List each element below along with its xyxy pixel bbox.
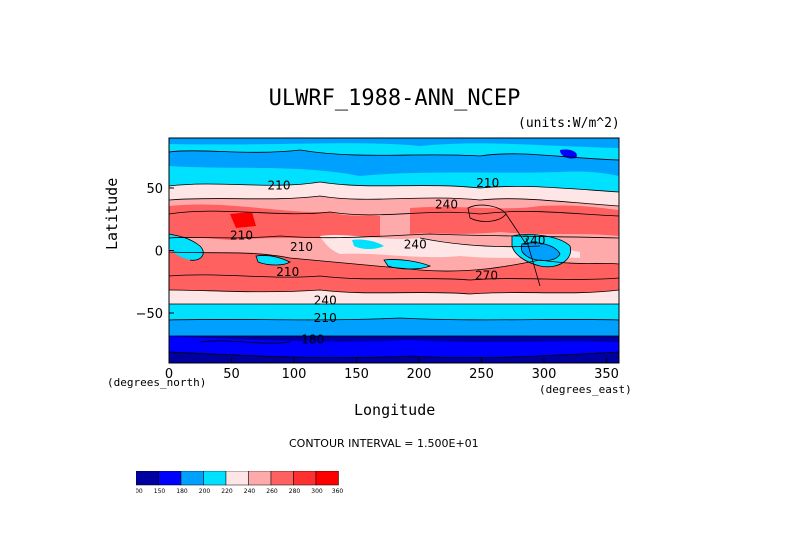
x-tick-label: 0 bbox=[165, 367, 173, 382]
x-tick-label: 50 bbox=[223, 367, 240, 382]
colorbar-level-label: 200 bbox=[199, 488, 211, 495]
colorbar-level-label: 240 bbox=[244, 488, 256, 495]
colorbar-swatch bbox=[248, 471, 272, 486]
chart-title: ULWRF_1988-ANN_NCEP bbox=[268, 86, 521, 111]
y-tick-label: 0 bbox=[155, 245, 163, 260]
x-tick-label: 300 bbox=[532, 367, 557, 382]
x-tick-label: 350 bbox=[594, 367, 619, 382]
x-tick-label: 150 bbox=[344, 367, 369, 382]
y-tick-label: 50 bbox=[146, 182, 163, 197]
colorbar-swatch bbox=[293, 471, 317, 486]
contour-label: 180 bbox=[301, 332, 324, 346]
colorbar-level-label: 150 bbox=[154, 488, 166, 495]
colorbar-level-label: 280 bbox=[289, 488, 301, 495]
units-label: (units:W/m^2) bbox=[518, 116, 620, 131]
contour-label: 240 bbox=[314, 294, 337, 308]
x-tick-label: 100 bbox=[282, 367, 307, 382]
colorbar-swatch bbox=[203, 471, 227, 486]
contour-label: 210 bbox=[230, 229, 253, 243]
colorbar-swatch bbox=[136, 471, 159, 486]
contour-label: 240 bbox=[435, 197, 458, 211]
colorbar-swatch bbox=[270, 471, 294, 486]
contour-label: 240 bbox=[523, 234, 546, 248]
y-unit-label: (degrees_north) bbox=[107, 376, 207, 389]
colorbar-swatch bbox=[158, 471, 182, 486]
colorbar-level-label: 100 bbox=[136, 488, 143, 495]
colorbar-level-label: 260 bbox=[266, 488, 278, 495]
colorbar-level-label: 300 bbox=[311, 488, 323, 495]
contour-label: 210 bbox=[268, 179, 291, 193]
contour-label: 210 bbox=[314, 311, 337, 325]
contour-label: 210 bbox=[276, 265, 299, 279]
contour-interval-text: CONTOUR INTERVAL = 1.500E+01 bbox=[289, 437, 479, 450]
y-tick-label: −50 bbox=[136, 307, 163, 322]
colorbar-level-label: 360 bbox=[332, 488, 344, 495]
colorbar-swatch bbox=[180, 471, 204, 486]
x-axis-label: Longitude bbox=[354, 401, 436, 419]
colorbar: 100 150 180 200 220 240 260 280 300 360 bbox=[136, 471, 344, 495]
colorbar-level-label: 220 bbox=[221, 488, 233, 495]
x-unit-label: (degrees_east) bbox=[539, 383, 632, 396]
x-tick-label: 200 bbox=[407, 367, 432, 382]
x-tick-label: 250 bbox=[469, 367, 494, 382]
contour-label: 210 bbox=[290, 240, 313, 254]
colorbar-swatch bbox=[315, 471, 339, 486]
colorbar-swatch bbox=[225, 471, 249, 486]
contour-label: 210 bbox=[476, 176, 499, 190]
colorbar-level-label: 180 bbox=[176, 488, 188, 495]
contour-label: 270 bbox=[475, 269, 498, 283]
contour-label: 240 bbox=[404, 237, 427, 251]
